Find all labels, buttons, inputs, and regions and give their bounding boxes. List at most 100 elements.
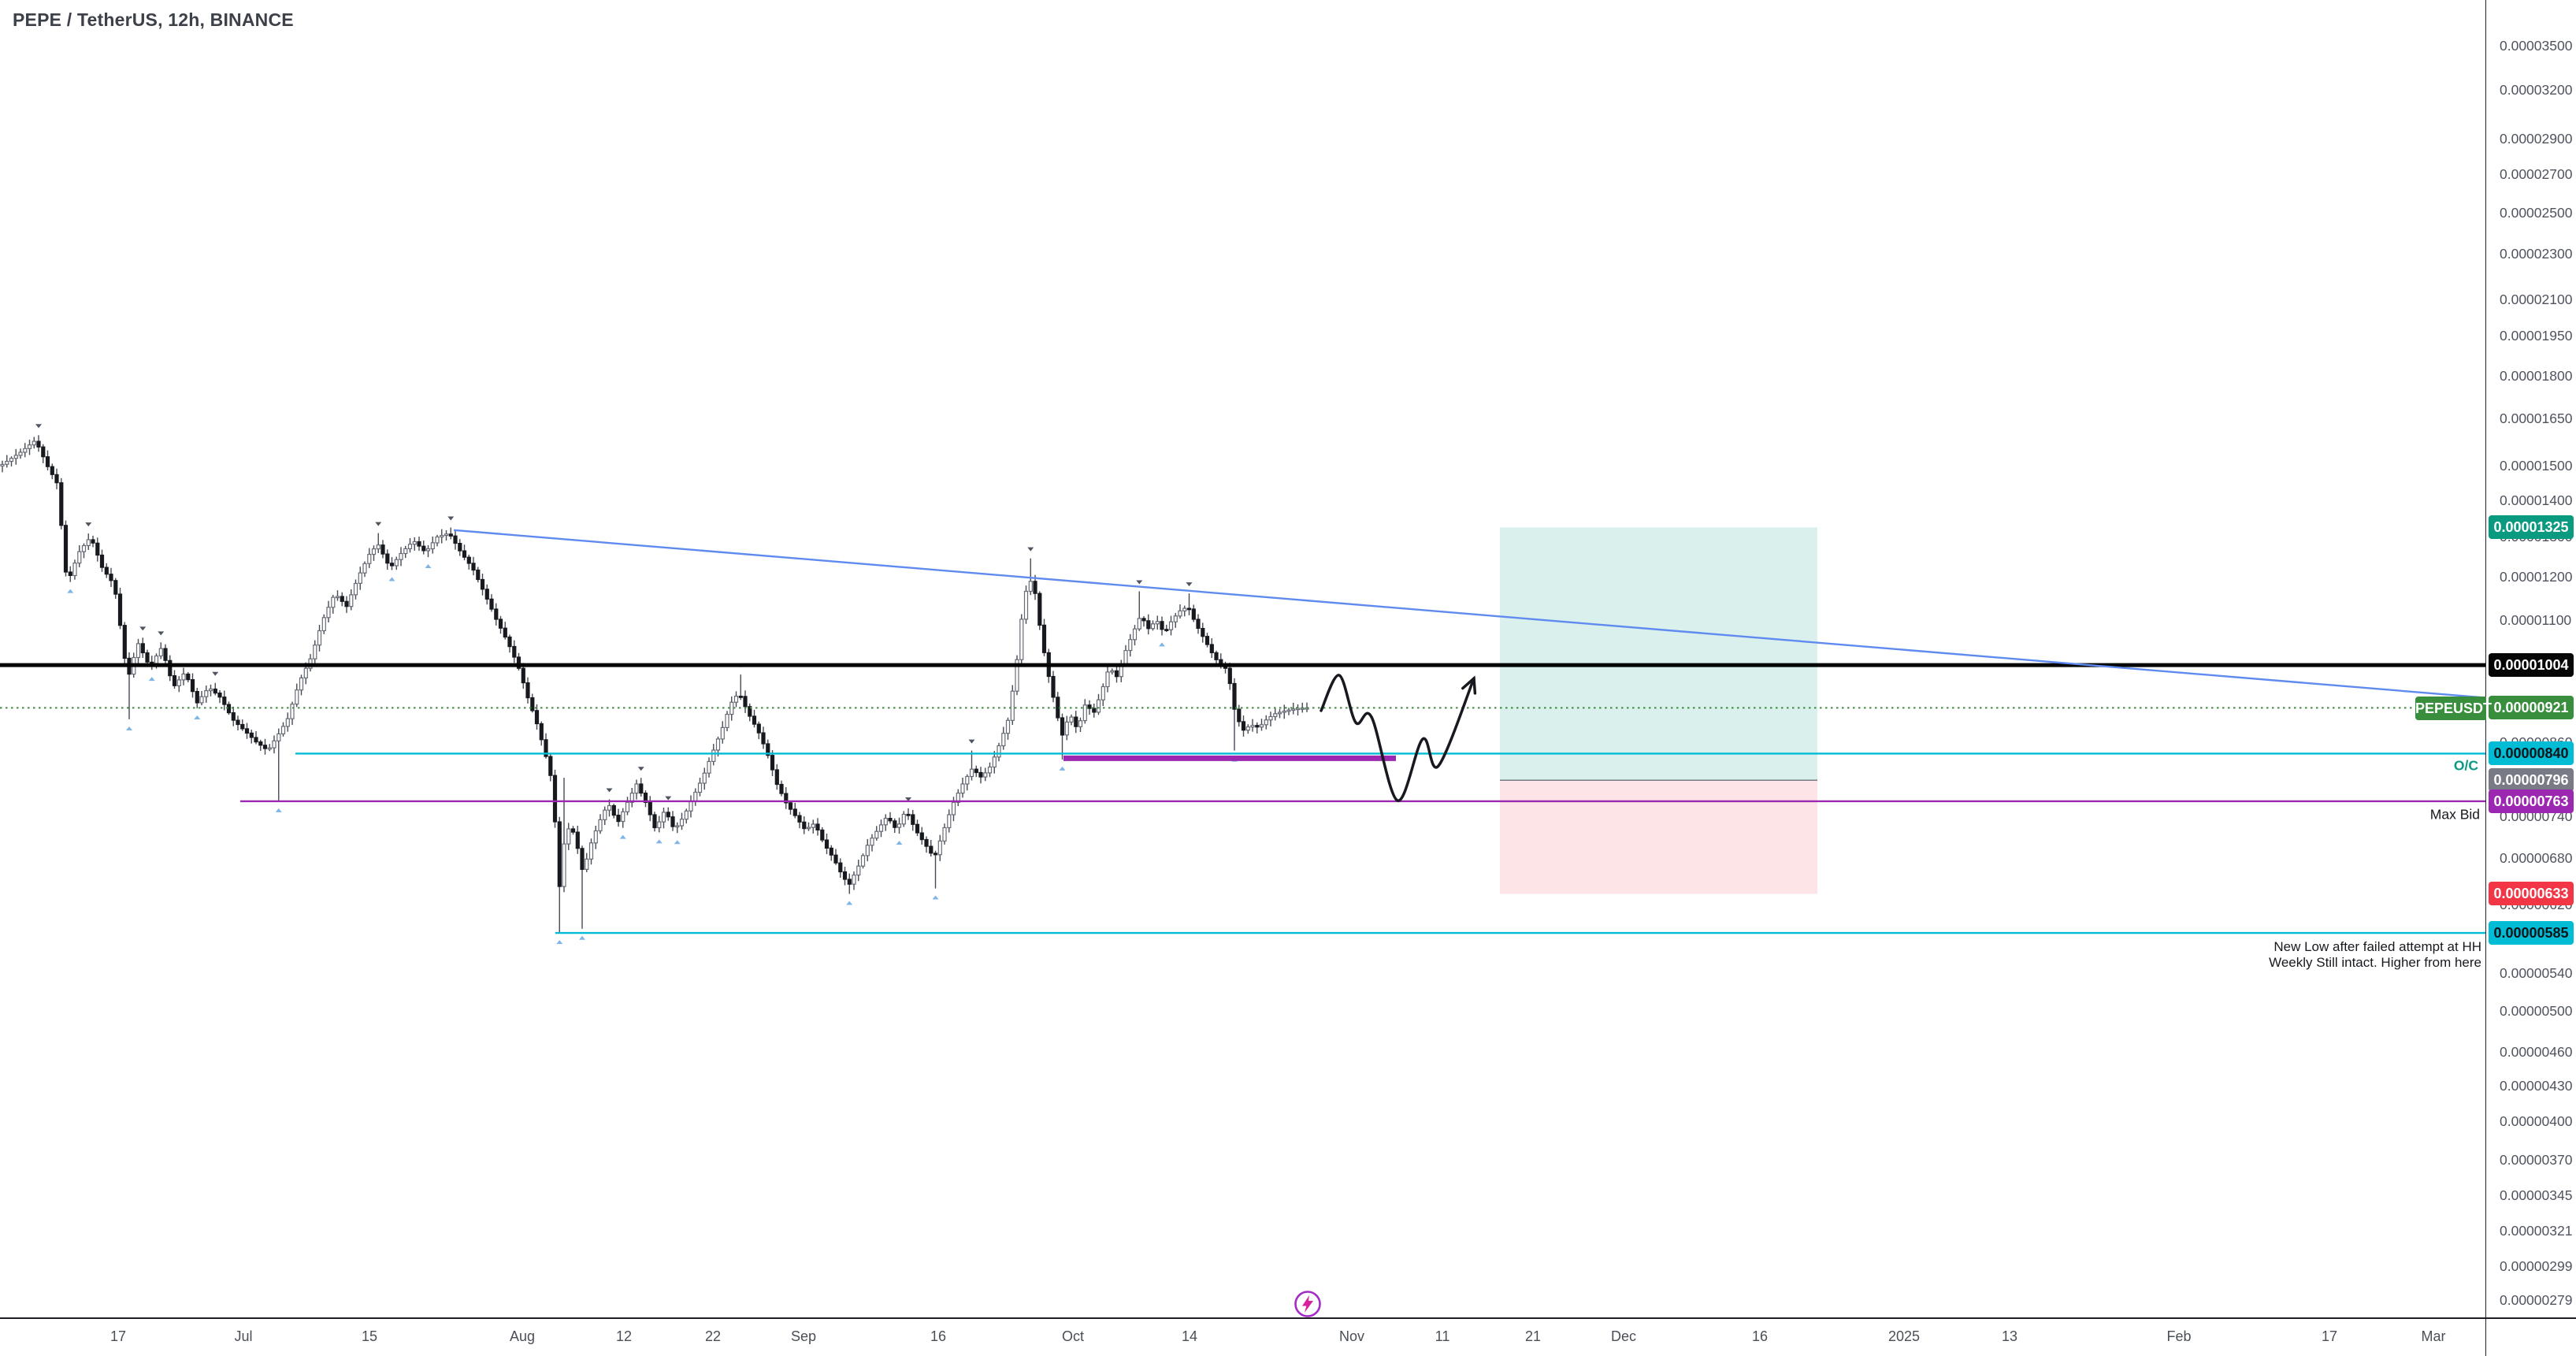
target-price-badge: 0.00001325 xyxy=(2489,515,2574,540)
last-price-badge: 0.00000921 xyxy=(2489,696,2574,720)
pivot-markers-layer xyxy=(35,424,1238,945)
time-tick-label: 11 xyxy=(1435,1328,1450,1344)
resistance-price-badge: 0.00001004 xyxy=(2489,653,2574,678)
pivot-low-icon xyxy=(674,840,681,845)
time-tick-label: Feb xyxy=(2166,1328,2192,1344)
price-tick-label: 0.00000345 xyxy=(2500,1187,2573,1203)
time-tick-label: 16 xyxy=(1751,1328,1769,1344)
pivot-high-icon xyxy=(968,739,975,744)
time-tick-label: Oct xyxy=(1061,1328,1085,1344)
pivot-low-icon xyxy=(579,935,585,940)
pivot-low-icon xyxy=(896,841,903,845)
price-axis[interactable]: USDT 0.000035000.000032000.000029000.000… xyxy=(2485,0,2576,1317)
entry-price-badge: 0.00000796 xyxy=(2489,768,2574,793)
price-tick-label: 0.00000460 xyxy=(2500,1044,2573,1061)
pivot-low-icon xyxy=(846,901,853,905)
pivot-low-icon xyxy=(67,589,74,593)
price-tick-label: 0.00001800 xyxy=(2500,367,2573,384)
pivot-high-icon xyxy=(375,522,382,526)
pivot-high-icon xyxy=(158,631,165,636)
price-tick-label: 0.00003500 xyxy=(2500,38,2573,54)
stop-price-badge: 0.00000633 xyxy=(2489,882,2574,906)
note-line-1: New Low after failed attempt at HH xyxy=(2273,939,2481,954)
pivot-high-icon xyxy=(139,626,147,631)
pivot-low-icon xyxy=(275,808,282,812)
time-tick-label: Aug xyxy=(509,1328,536,1344)
symbol-price-tag: PEPEUSDT xyxy=(2415,697,2492,720)
price-tick-label: 0.00000370 xyxy=(2500,1152,2573,1168)
time-tick-label: Nov xyxy=(1338,1328,1365,1344)
time-tick-label: Sep xyxy=(790,1328,817,1344)
pivot-high-icon xyxy=(447,516,455,521)
price-tick-label: 0.00000680 xyxy=(2500,850,2573,867)
max-bid-price-badge: 0.00000763 xyxy=(2489,789,2574,813)
axis-corner xyxy=(2485,1319,2576,1356)
pivot-high-icon xyxy=(85,522,92,527)
time-tick-label: 16 xyxy=(930,1328,947,1344)
price-tick-label: 0.00001650 xyxy=(2500,411,2573,427)
price-tick-label: 0.00002900 xyxy=(2500,131,2573,147)
price-tick-label: 0.00000430 xyxy=(2500,1077,2573,1094)
pivot-low-icon xyxy=(194,715,201,720)
time-tick-label: 13 xyxy=(2001,1328,2018,1344)
price-pane[interactable] xyxy=(0,0,2485,1317)
pivot-high-icon xyxy=(665,796,672,801)
symbol-title[interactable]: PEPE / TetherUS, 12h, BINANCE xyxy=(13,9,294,30)
pivot-low-icon xyxy=(1159,642,1165,647)
price-tick-label: 0.00002700 xyxy=(2500,166,2573,183)
pivot-high-icon xyxy=(35,424,42,429)
pivot-high-icon xyxy=(1186,582,1193,587)
price-tick-label: 0.00000540 xyxy=(2500,964,2573,981)
projection-arrowhead[interactable] xyxy=(1461,675,1477,695)
price-tick-label: 0.00000279 xyxy=(2500,1292,2573,1309)
time-tick-label: 14 xyxy=(1181,1328,1198,1344)
pivot-low-icon xyxy=(388,577,395,581)
pivot-low-icon xyxy=(655,839,663,844)
pivot-high-icon xyxy=(606,788,613,793)
time-tick-label: 17 xyxy=(2321,1328,2338,1344)
projection-squiggle[interactable] xyxy=(1320,674,1475,802)
time-tick-label: 15 xyxy=(361,1328,378,1344)
new-low-price-badge: 0.00000585 xyxy=(2489,921,2574,945)
price-tick-label: 0.00002500 xyxy=(2500,204,2573,221)
price-tick-label: 0.00001400 xyxy=(2500,492,2573,508)
time-tick-label: 12 xyxy=(615,1328,633,1344)
pivot-low-icon xyxy=(556,940,563,945)
price-tick-label: 0.00001950 xyxy=(2500,328,2573,344)
time-tick-label: 21 xyxy=(1524,1328,1542,1344)
pivot-high-icon xyxy=(1136,580,1143,585)
descending-trendline[interactable] xyxy=(453,529,2485,699)
pivot-high-icon xyxy=(905,797,911,802)
time-tick-label: 2025 xyxy=(1887,1328,1921,1344)
time-tick-label: 17 xyxy=(109,1328,127,1344)
long-position-profit-zone[interactable] xyxy=(1500,527,1817,781)
max-bid-annotation[interactable]: Max Bid xyxy=(2429,806,2480,823)
long-position-loss-zone[interactable] xyxy=(1500,780,1817,894)
price-tick-label: 0.00001500 xyxy=(2500,458,2573,474)
pivot-low-icon xyxy=(425,564,432,569)
pivot-low-icon xyxy=(126,726,132,730)
pivot-low-icon xyxy=(1059,766,1066,771)
upper-cyan-price-badge: 0.00000840 xyxy=(2489,741,2574,766)
pivot-high-icon xyxy=(637,767,644,771)
time-axis[interactable]: 17 Jul 15 Aug 12 22 Sep 16 Oct 14 Nov 11 21 Dec 16 2025… xyxy=(0,1317,2576,1356)
oc-annotation[interactable]: O/C xyxy=(2453,757,2478,774)
time-tick-label: Dec xyxy=(1610,1328,1637,1344)
price-tick-label: 0.00000500 xyxy=(2500,1002,2573,1019)
price-tick-label: 0.00002300 xyxy=(2500,246,2573,262)
pivot-high-icon xyxy=(212,671,219,676)
price-tick-label: 0.00000321 xyxy=(2500,1222,2573,1239)
note-line-2: Weekly Still intact. Higher from here xyxy=(2269,955,2481,970)
price-tick-label: 0.00003200 xyxy=(2500,82,2573,98)
price-tick-label: 0.00000400 xyxy=(2500,1113,2573,1130)
note-annotation[interactable]: New Low after failed attempt at HH Weekl… xyxy=(2269,939,2481,971)
price-tick-label: 0.00001100 xyxy=(2500,611,2572,628)
pivot-low-icon xyxy=(619,834,626,839)
price-tick-label: 0.00000299 xyxy=(2500,1258,2573,1274)
time-tick-label: Jul xyxy=(234,1328,253,1344)
pivot-low-icon xyxy=(148,677,155,682)
price-tick-label: 0.00002100 xyxy=(2500,291,2573,307)
price-tick-label: 0.00001200 xyxy=(2500,568,2573,585)
boost-bolt-icon[interactable] xyxy=(1293,1289,1323,1319)
